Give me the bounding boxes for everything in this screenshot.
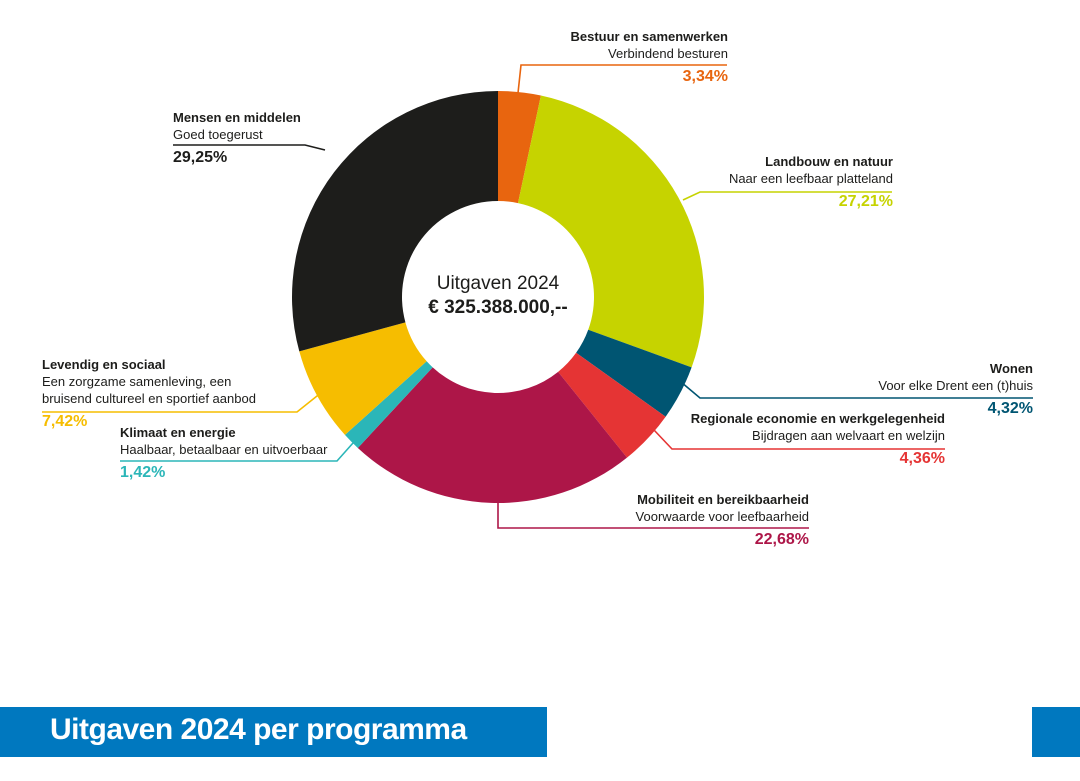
label-title: Regionale economie en werkgelegenheid — [690, 411, 945, 426]
label-levendig: Levendig en sociaal Een zorgzame samenle… — [42, 356, 256, 430]
donut-slice-3 — [558, 352, 666, 458]
donut-slice-7 — [292, 91, 498, 352]
label-landbouw: Landbouw en natuur Naar een leefbaar pla… — [729, 153, 893, 210]
donut-slice-4 — [357, 367, 628, 503]
label-percent: 27,21% — [838, 193, 893, 210]
leader-lines — [42, 64, 1033, 529]
leader-line-6 — [42, 391, 323, 413]
donut-slice-1 — [517, 95, 704, 368]
label-subtitle: Voor elke Drent een (t)huis — [878, 378, 1033, 393]
leader-line-4 — [497, 503, 809, 529]
donut-slice-5 — [344, 361, 433, 448]
center-total-value: € 325.388.000,-- — [428, 297, 568, 318]
title-banner: Uitgaven 2024 per programma — [0, 707, 547, 757]
donut-center-label: Uitgaven 2024 € 325.388.000,-- — [398, 272, 598, 320]
banner-accent-block — [1032, 707, 1080, 757]
label-percent: 1,42% — [120, 464, 166, 481]
donut-slice-0 — [498, 91, 541, 204]
label-percent: 3,34% — [682, 68, 728, 85]
label-title: Landbouw en natuur — [765, 154, 893, 169]
label-title: Mensen en middelen — [173, 110, 301, 125]
leader-line-3 — [653, 429, 945, 450]
label-subtitle: Haalbaar, betaalbaar en uitvoerbaar — [120, 442, 328, 457]
leader-line-0 — [517, 64, 727, 94]
label-subtitle: Voorwaarde voor leefbaarheid — [635, 509, 809, 524]
leader-line-2 — [680, 381, 1033, 399]
label-percent: 4,36% — [899, 450, 945, 467]
donut-slice-2 — [576, 329, 692, 417]
label-title: Bestuur en samenwerken — [570, 29, 728, 44]
banner-title: Uitgaven 2024 per programma — [50, 713, 467, 746]
label-mensen: Mensen en middelen Goed toegerust 29,25% — [173, 109, 301, 166]
leader-line-5 — [120, 442, 354, 462]
label-mobiliteit: Mobiliteit en bereikbaarheid Voorwaarde … — [636, 491, 809, 548]
label-title: Mobiliteit en bereikbaarheid — [637, 492, 809, 507]
label-regionale: Regionale economie en werkgelegenheid Bi… — [691, 410, 945, 467]
label-title: Wonen — [989, 361, 1033, 376]
label-percent: 29,25% — [173, 149, 228, 166]
label-subtitle-line-2: bruisend cultureel en sportief aanbod — [42, 391, 256, 406]
leader-line-7 — [173, 144, 326, 151]
donut-slices — [292, 91, 704, 503]
label-klimaat: Klimaat en energie Haalbaar, betaalbaar … — [120, 424, 327, 481]
donut-slice-6 — [299, 322, 427, 435]
label-subtitle-line-1: Een zorgzame samenleving, een — [42, 374, 232, 389]
label-subtitle: Naar een leefbaar platteland — [728, 171, 893, 186]
label-percent: 22,68% — [754, 531, 809, 548]
label-percent: 4,32% — [987, 400, 1033, 417]
label-percent: 7,42% — [42, 413, 88, 430]
label-subtitle: Verbindend besturen — [608, 46, 728, 61]
label-title: Levendig en sociaal — [42, 357, 166, 372]
label-wonen: Wonen Voor elke Drent een (t)huis 4,32% — [878, 360, 1033, 417]
label-subtitle: Goed toegerust — [173, 127, 263, 142]
leader-line-1 — [682, 191, 892, 201]
label-title: Klimaat en energie — [120, 425, 236, 440]
label-subtitle: Bijdragen aan welvaart en welzijn — [752, 428, 945, 443]
center-title: Uitgaven 2024 — [436, 273, 560, 294]
label-bestuur: Bestuur en samenwerken Verbindend bestur… — [570, 28, 728, 85]
